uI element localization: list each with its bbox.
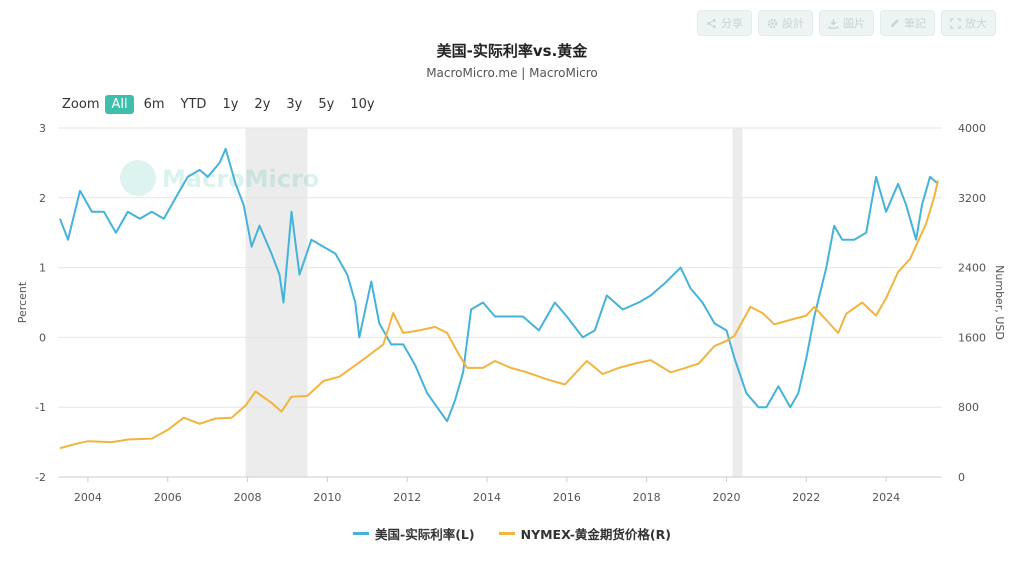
- zoom-10y-button[interactable]: 10y: [350, 97, 375, 112]
- zoom-1y-button[interactable]: 1y: [222, 97, 239, 112]
- chart-plot: -2 -1 0 1 2 3 0 800 1600 2400 3200 4000 2004 2006 2008…: [16, 122, 1006, 504]
- y-right-tick-label: 800: [958, 401, 979, 414]
- y-left-tick-label: 3: [39, 122, 46, 135]
- legend-label-gold: NYMEX-黄金期货价格(R): [520, 527, 671, 542]
- watermark-logo-icon: [120, 160, 156, 196]
- y-right-tick-label: 4000: [958, 122, 986, 135]
- image-label: 圖片: [843, 17, 865, 30]
- settings-label: 設計: [782, 17, 804, 30]
- chart-subtitle: MacroMicro.me | MacroMicro: [426, 66, 598, 80]
- y-right-tick-label: 2400: [958, 262, 986, 275]
- x-tick-label: 2018: [633, 491, 661, 504]
- note-button[interactable]: 筆記: [880, 10, 935, 36]
- zoom-3y-button[interactable]: 3y: [286, 97, 303, 112]
- expand-icon: [950, 17, 961, 29]
- y-right-tick-label: 0: [958, 471, 965, 484]
- x-tick-label: 2016: [553, 491, 581, 504]
- y-left-tick-label: 1: [39, 262, 46, 275]
- legend-swatch-real-rate: [353, 532, 370, 535]
- pencil-icon: [890, 18, 899, 27]
- y-left-axis-title: Percent: [16, 281, 29, 323]
- x-tick-label: 2010: [313, 491, 341, 504]
- settings-button[interactable]: 設計: [758, 10, 813, 36]
- x-tick-label: 2014: [473, 491, 501, 504]
- note-label: 筆記: [904, 17, 926, 30]
- zoom-6m-button[interactable]: 6m: [143, 97, 165, 112]
- zoom-5y-button[interactable]: 5y: [318, 97, 335, 112]
- y-left-tick-label: -1: [35, 401, 46, 414]
- x-tick-label: 2008: [234, 491, 262, 504]
- zoom-all-button[interactable]: All: [105, 95, 134, 114]
- gold-price-series-line: [59, 180, 939, 450]
- x-tick-label: 2020: [712, 491, 740, 504]
- y-left-tick-label: -2: [35, 471, 46, 484]
- share-icon: [707, 18, 716, 28]
- y-left-tick-label: 0: [39, 331, 46, 344]
- recession-band-1: [732, 128, 743, 477]
- download-icon: [828, 18, 839, 29]
- chart-legend: 美国-实际利率(L) NYMEX-黄金期货价格(R): [0, 524, 1024, 543]
- y-right-tick-label: 3200: [958, 192, 986, 205]
- chart-toolbar: 分享 設計 圖片 筆記 放大: [697, 10, 996, 36]
- gear-icon: [767, 18, 778, 28]
- share-button[interactable]: 分享: [697, 10, 752, 36]
- legend-label-real-rate: 美国-实际利率(L): [375, 527, 475, 542]
- x-tick-label: 2006: [154, 491, 182, 504]
- chart-title: 美国-实际利率vs.黄金: [436, 42, 588, 60]
- x-tick-label: 2004: [74, 491, 102, 504]
- recession-band-0: [245, 128, 308, 477]
- x-tick-label: 2024: [872, 491, 900, 504]
- share-label: 分享: [721, 17, 743, 30]
- legend-swatch-gold: [498, 532, 515, 535]
- zoom-2y-button[interactable]: 2y: [254, 97, 271, 112]
- legend-item-gold[interactable]: NYMEX-黄金期货价格(R): [498, 524, 671, 543]
- real-rate-series-line: [59, 147, 939, 423]
- zoom-selector: Zoom All 6m YTD 1y 2y 3y 5y 10y: [62, 95, 385, 114]
- x-tick-label: 2012: [393, 491, 421, 504]
- y-left-tick-label: 2: [39, 192, 46, 205]
- image-button[interactable]: 圖片: [819, 10, 874, 36]
- watermark-text: MacroMicro: [162, 165, 319, 193]
- y-right-axis-title: Number, USD: [993, 265, 1006, 340]
- x-tick-label: 2022: [792, 491, 820, 504]
- zoom-ytd-button[interactable]: YTD: [180, 97, 207, 112]
- zoom-label: Zoom: [62, 97, 100, 112]
- expand-button[interactable]: 放大: [941, 10, 996, 36]
- legend-item-real-rate[interactable]: 美国-实际利率(L): [353, 524, 475, 543]
- y-right-tick-label: 1600: [958, 331, 986, 344]
- expand-label: 放大: [965, 17, 987, 30]
